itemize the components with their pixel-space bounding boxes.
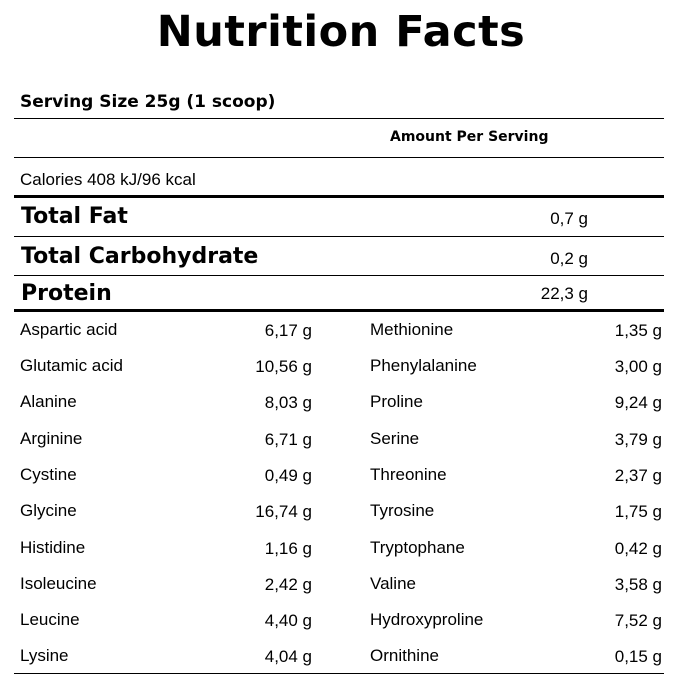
amino-acid-value: 2,37 g	[614, 466, 662, 485]
amino-acid-value: 3,58 g	[614, 575, 662, 594]
amino-acid-value: 2,42 g	[264, 575, 312, 594]
amino-acid-name: Hydroxyproline	[370, 610, 484, 629]
divider	[14, 275, 664, 276]
amino-acid-value: 6,71 g	[264, 430, 312, 449]
amino-acid-name: Leucine	[20, 610, 80, 629]
amino-acid-value: 1,35 g	[614, 321, 662, 340]
amino-acid-value: 4,40 g	[264, 611, 312, 630]
amino-acid-name: Ornithine	[370, 646, 439, 665]
amino-acid-name: Histidine	[20, 538, 86, 557]
thick-divider	[14, 195, 664, 198]
divider	[14, 236, 664, 237]
amino-acid-value: 10,56 g	[255, 357, 312, 376]
amino-acid-value: 6,17 g	[264, 321, 312, 340]
page-title: Nutrition Facts	[156, 7, 526, 57]
amino-acid-name: Serine	[370, 429, 420, 448]
amount-per-serving-label: Amount Per Serving	[390, 129, 549, 145]
amino-acid-value: 1,75 g	[614, 502, 662, 521]
amino-acid-name: Isoleucine	[20, 574, 97, 593]
amino-acid-value: 9,24 g	[614, 393, 662, 412]
amino-acid-name: Threonine	[370, 465, 447, 484]
amino-acid-name: Alanine	[20, 392, 77, 411]
amino-acid-name: Tyrosine	[370, 501, 435, 520]
amino-acid-value: 8,03 g	[264, 393, 312, 412]
calories: Calories 408 kJ/96 kcal	[20, 170, 196, 189]
amino-acid-name: Tryptophane	[370, 538, 465, 557]
amino-acid-value: 3,00 g	[614, 357, 662, 376]
macro-value: 0,2 g	[550, 249, 588, 268]
amino-acid-value: 7,52 g	[614, 611, 662, 630]
macro-name: Total Fat	[21, 204, 128, 229]
divider	[14, 673, 664, 674]
amino-acid-value: 0,49 g	[264, 466, 312, 485]
amino-acid-name: Proline	[370, 392, 423, 411]
amino-acid-value: 16,74 g	[255, 502, 312, 521]
serving-size: Serving Size 25g (1 scoop)	[20, 92, 276, 112]
amino-acid-value: 0,15 g	[614, 647, 662, 666]
amino-acid-name: Glutamic acid	[20, 356, 123, 375]
thick-divider	[14, 309, 664, 312]
amino-acid-value: 4,04 g	[264, 647, 312, 666]
amino-acid-value: 0,42 g	[614, 539, 662, 558]
amino-acid-value: 1,16 g	[264, 539, 312, 558]
divider	[14, 118, 664, 119]
macro-name: Protein	[21, 281, 112, 306]
amino-acid-name: Valine	[370, 574, 416, 593]
macro-value: 0,7 g	[550, 209, 588, 228]
amino-acid-value: 3,79 g	[614, 430, 662, 449]
amino-acid-name: Methionine	[370, 320, 454, 339]
macro-value: 22,3 g	[540, 284, 588, 303]
amino-acid-name: Arginine	[20, 429, 83, 448]
amino-acid-name: Phenylalanine	[370, 356, 477, 375]
divider	[14, 157, 664, 158]
amino-acid-name: Cystine	[20, 465, 77, 484]
amino-acid-name: Glycine	[20, 501, 77, 520]
amino-acid-name: Lysine	[20, 646, 69, 665]
amino-acid-name: Aspartic acid	[20, 320, 118, 339]
macro-name: Total Carbohydrate	[21, 244, 259, 269]
